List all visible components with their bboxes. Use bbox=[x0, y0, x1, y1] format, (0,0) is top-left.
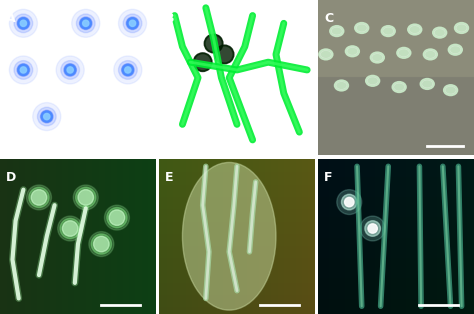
Circle shape bbox=[17, 17, 29, 30]
Circle shape bbox=[122, 64, 133, 75]
Circle shape bbox=[44, 113, 50, 120]
Circle shape bbox=[31, 190, 47, 205]
Ellipse shape bbox=[370, 52, 384, 63]
Circle shape bbox=[60, 219, 80, 239]
Text: B: B bbox=[165, 13, 175, 25]
Circle shape bbox=[122, 64, 134, 76]
Circle shape bbox=[41, 110, 53, 123]
Ellipse shape bbox=[408, 24, 422, 35]
Circle shape bbox=[76, 14, 95, 33]
Ellipse shape bbox=[319, 49, 333, 60]
Ellipse shape bbox=[423, 49, 438, 60]
Circle shape bbox=[123, 14, 142, 33]
Circle shape bbox=[37, 107, 56, 126]
Circle shape bbox=[341, 194, 357, 210]
Circle shape bbox=[72, 9, 100, 37]
Circle shape bbox=[129, 20, 136, 26]
Circle shape bbox=[118, 61, 137, 79]
Circle shape bbox=[9, 9, 37, 37]
Circle shape bbox=[56, 56, 84, 84]
Circle shape bbox=[337, 190, 362, 214]
Circle shape bbox=[80, 18, 91, 29]
Ellipse shape bbox=[433, 27, 447, 38]
Circle shape bbox=[127, 18, 138, 29]
Circle shape bbox=[17, 64, 29, 76]
Circle shape bbox=[73, 185, 98, 210]
Circle shape bbox=[20, 20, 27, 26]
Circle shape bbox=[118, 9, 146, 37]
Circle shape bbox=[125, 67, 131, 73]
Ellipse shape bbox=[381, 26, 395, 36]
Circle shape bbox=[64, 64, 76, 76]
Circle shape bbox=[82, 20, 89, 26]
Circle shape bbox=[65, 64, 76, 75]
Circle shape bbox=[126, 17, 139, 30]
Circle shape bbox=[193, 53, 212, 72]
Circle shape bbox=[104, 205, 129, 230]
Text: C: C bbox=[324, 13, 333, 25]
Circle shape bbox=[114, 56, 142, 84]
Circle shape bbox=[9, 56, 37, 84]
Circle shape bbox=[215, 45, 234, 64]
Circle shape bbox=[41, 111, 52, 122]
Ellipse shape bbox=[330, 26, 344, 36]
Text: F: F bbox=[324, 171, 333, 184]
Ellipse shape bbox=[182, 162, 276, 310]
Text: A: A bbox=[6, 13, 16, 25]
Circle shape bbox=[63, 221, 78, 236]
Circle shape bbox=[14, 61, 33, 79]
Ellipse shape bbox=[346, 46, 359, 57]
Ellipse shape bbox=[444, 85, 457, 95]
Circle shape bbox=[204, 34, 223, 53]
Circle shape bbox=[368, 224, 377, 233]
Text: E: E bbox=[165, 171, 174, 184]
Circle shape bbox=[27, 185, 52, 210]
Circle shape bbox=[91, 234, 111, 254]
Circle shape bbox=[29, 187, 49, 208]
Circle shape bbox=[345, 198, 354, 207]
Circle shape bbox=[20, 67, 27, 73]
Circle shape bbox=[18, 64, 29, 75]
Circle shape bbox=[76, 187, 96, 208]
Circle shape bbox=[109, 210, 125, 225]
Circle shape bbox=[33, 103, 61, 131]
Circle shape bbox=[18, 18, 29, 29]
Ellipse shape bbox=[335, 80, 348, 91]
Ellipse shape bbox=[355, 23, 369, 33]
Ellipse shape bbox=[448, 44, 462, 55]
Ellipse shape bbox=[455, 23, 468, 33]
Text: D: D bbox=[6, 171, 17, 184]
Circle shape bbox=[360, 216, 385, 241]
Circle shape bbox=[365, 221, 381, 236]
Ellipse shape bbox=[397, 47, 411, 58]
Circle shape bbox=[67, 67, 73, 73]
Circle shape bbox=[58, 216, 82, 241]
Circle shape bbox=[61, 61, 80, 79]
Circle shape bbox=[78, 190, 93, 205]
Circle shape bbox=[80, 17, 92, 30]
Ellipse shape bbox=[392, 82, 406, 93]
Circle shape bbox=[89, 232, 114, 257]
Circle shape bbox=[93, 236, 109, 252]
Circle shape bbox=[14, 14, 33, 33]
Ellipse shape bbox=[365, 75, 380, 86]
Circle shape bbox=[107, 208, 127, 228]
Ellipse shape bbox=[420, 78, 434, 89]
